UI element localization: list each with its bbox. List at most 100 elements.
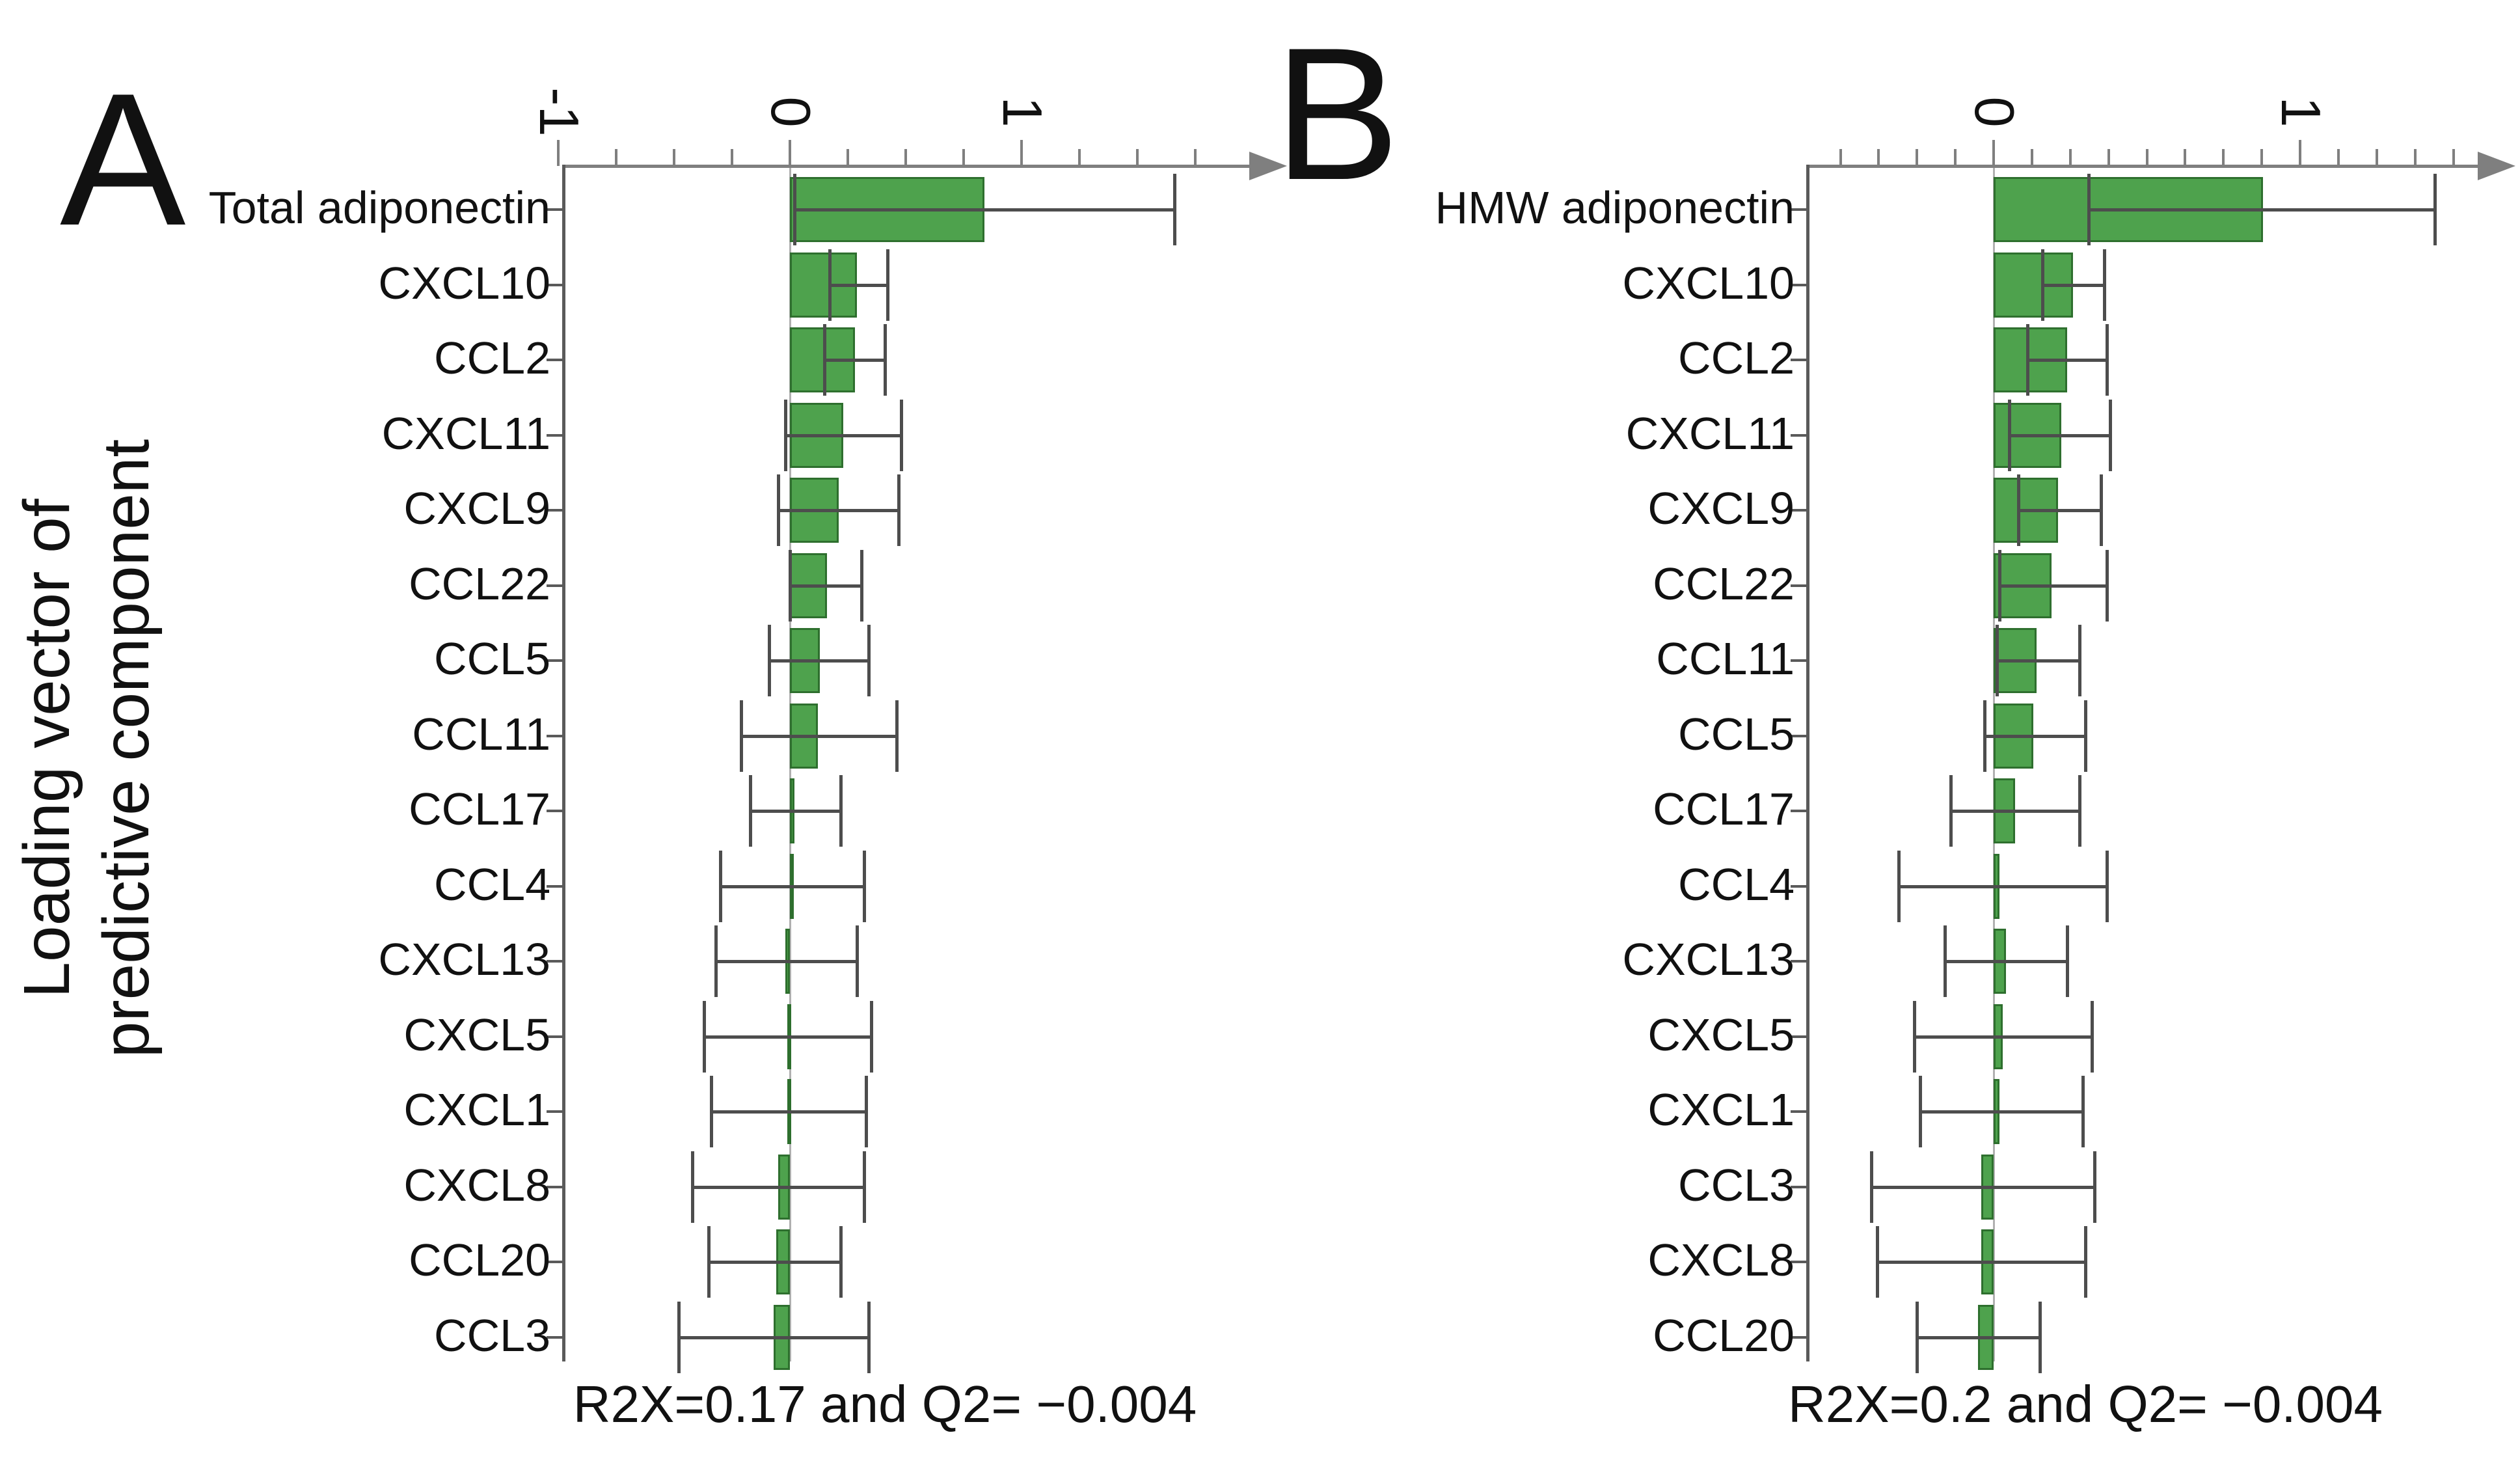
axis-tick-label: 0 [1963,96,2025,128]
error-bar-line [692,1185,864,1189]
error-bar-line [741,734,897,738]
row-label: CXCL11 [1625,407,1795,459]
row-label: CCL4 [1678,858,1795,910]
error-bar-cap [2025,324,2029,396]
error-bar-line [1898,884,2107,888]
row-label: CXCL13 [1622,933,1795,985]
error-bar-cap [749,775,753,847]
error-bar-line [1871,1185,2095,1189]
axis-minor-tick [1916,149,1919,166]
row-label: CCL20 [409,1234,550,1285]
error-bar-line [711,1110,867,1114]
error-bar-cap [886,249,889,321]
error-bar-cap [709,1076,713,1147]
row-label: CXCL10 [1622,257,1795,308]
error-bar-line [2027,359,2107,362]
row-label: CCL17 [1653,783,1795,834]
top-axis-line [1808,165,2482,168]
error-bar-cap [862,1151,866,1223]
axis-tick-label: 0 [759,96,821,128]
axis-minor-tick [2452,149,2455,166]
category-tick [1791,584,1808,587]
panel-b-label: B [1274,8,1400,219]
error-bar-line [750,810,841,813]
category-axis-line [1806,165,1809,1361]
category-tick [547,960,563,963]
error-bar-line [1951,810,2080,813]
error-bar-cap [1983,700,1986,772]
row-label: CCL4 [434,858,550,910]
category-tick [1791,1185,1808,1188]
axis-minor-tick [1078,149,1081,166]
error-bar-line [1919,1110,2083,1114]
error-bar-cap [2093,1151,2097,1223]
category-tick [547,1110,563,1113]
error-bar-cap [707,1226,711,1298]
error-bar-cap [1172,174,1176,245]
error-bar-cap [895,700,899,772]
error-bar-line [2042,283,2104,287]
axis-minor-tick [673,149,675,166]
axis-arrow-icon [1249,152,1287,180]
panel-a-caption: R2X=0.17 and Q2= −0.004 [573,1375,1197,1433]
axis-minor-tick [1136,149,1139,166]
error-bar-line [1877,1261,2086,1264]
axis-minor-tick [2184,149,2187,166]
category-tick [1791,960,1808,963]
error-bar-cap [783,399,787,471]
error-bar-cap [2433,174,2437,245]
error-bar-cap [1869,1151,1873,1223]
error-bar-cap [1943,925,1947,997]
error-bar-cap [2066,925,2070,997]
category-tick [1791,208,1808,211]
row-label: CCL2 [1678,332,1795,383]
error-bar-line [768,659,869,663]
category-tick [1791,283,1808,286]
error-bar-line [1999,584,2107,588]
error-bar-line [1996,659,2080,663]
category-axis-line [562,165,565,1361]
category-tick [1791,810,1808,812]
bar [790,327,855,392]
error-bar-line [785,433,901,437]
row-label: CXCL9 [403,482,550,534]
error-bar-line [1944,960,2068,963]
axis-tick-label: 1 [2269,96,2331,128]
error-bar-cap [703,1000,707,1073]
category-tick [547,1261,563,1263]
row-label: Total adiponectin [208,182,550,233]
axis-minor-tick [962,149,965,166]
error-bar-cap [1897,850,1901,922]
error-bar-cap [2099,474,2103,546]
error-bar-cap [828,249,832,321]
error-bar-cap [865,1076,869,1147]
category-tick [547,1335,563,1339]
panel-b-caption: R2X=0.2 and Q2= −0.004 [1787,1375,2383,1433]
error-bar-cap [1995,625,1999,696]
row-label: CXCL5 [1647,1009,1795,1060]
axis-major-tick [789,140,791,166]
row-label: CCL22 [409,558,550,609]
category-tick [547,584,563,587]
error-bar-line [2009,433,2110,437]
top-axis-line [563,165,1253,168]
axis-minor-tick [1954,149,1957,166]
error-bar-cap [883,324,887,396]
error-bar-cap [2106,850,2109,922]
axis-major-tick [2299,140,2301,166]
error-bar-cap [719,850,723,922]
axis-minor-tick [731,149,733,166]
error-bar-cap [867,625,871,696]
axis-minor-tick [1877,149,1880,166]
row-label: CXCL11 [381,407,550,459]
error-bar-cap [2108,399,2112,471]
row-label: CXCL1 [1647,1084,1795,1135]
error-bar-line [1984,734,2086,738]
axis-major-tick [1992,140,1995,166]
category-tick [547,359,563,361]
error-bar-cap [2084,1226,2088,1298]
error-bar-cap [860,549,864,622]
category-tick [547,734,563,737]
axis-minor-tick [2337,149,2340,166]
error-bar-line [829,283,887,287]
